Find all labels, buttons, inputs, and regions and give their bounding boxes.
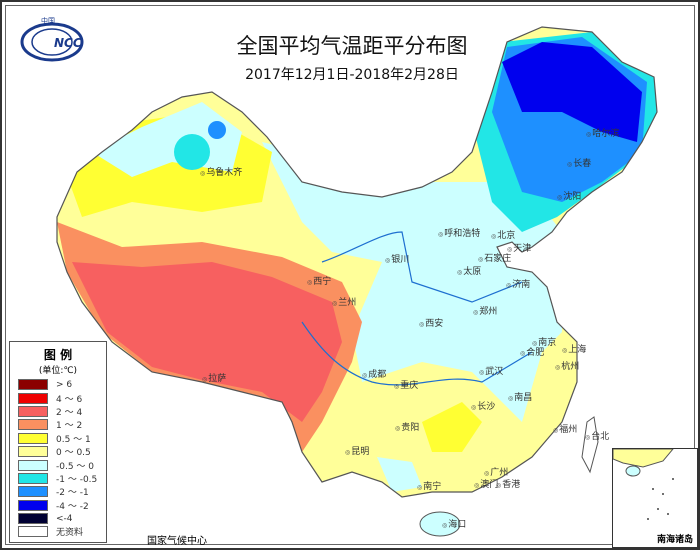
city-label: 香港 [496,477,520,490]
ncc-logo: NCC 中国 [20,16,84,62]
legend-item: > 6 [10,378,106,391]
legend-label: 0.5 ～ 1 [56,434,91,445]
city-label: 武汉 [479,364,503,377]
city-label: 南宁 [417,479,441,492]
legend-item: -4 ～ -2 [10,499,106,512]
source-label: 国家气候中心 [147,536,207,547]
svg-text:中国: 中国 [41,16,55,25]
inset-label: 南海诸岛 [656,535,693,545]
legend-unit: (单位:℃) [38,366,78,376]
legend-item: <-4 [10,512,106,525]
map-subtitle: 2017年12月1日-2018年2月28日 [245,67,459,83]
taiwan-island [581,416,599,474]
legend-swatch [18,486,48,498]
legend-label: -0.5 ～ 0 [56,461,95,472]
city-label: 福州 [553,422,577,435]
city-label: 呼和浩特 [438,226,480,239]
inner-border [5,5,695,545]
city-label: 郑州 [473,304,497,317]
city-label: 西宁 [307,274,331,287]
city-label: 太原 [457,264,481,277]
legend-item: 2 ～ 4 [10,405,106,418]
city-label: 贵阳 [395,420,419,433]
legend-item: 4 ～ 6 [10,391,106,405]
city-label: 北京 [491,228,515,241]
south-china-sea-inset: 南海诸岛 [612,448,698,548]
svg-text:NCC: NCC [54,36,82,50]
city-label: 广州 [484,465,508,478]
legend-label: 0 ～ 0.5 [56,448,91,459]
legend-item: 0.5 ～ 1 [10,432,106,445]
city-label: 上海 [562,342,586,355]
region-neg05-0-guangxi [377,457,422,492]
legend-swatch [18,513,48,525]
city-label: 石家庄 [478,251,511,264]
legend-label: -1 ～ -0.5 [56,474,98,485]
legend-item: 无资料 [10,525,106,538]
legend-swatch [18,446,48,458]
city-label: 南昌 [508,390,532,403]
city-label: 南京 [532,335,556,348]
legend-label: 2 ～ 4 [56,407,83,418]
legend-swatch [18,432,48,444]
city-label: 西安 [419,316,443,329]
legend: 图 例 (单位:℃) > 6 4 ～ 6 2 ～ 4 1 ～ 2 0.5 ～ 1 0 ～ … [9,341,107,543]
legend-swatch [18,419,48,431]
legend-item: -2 ～ -1 [10,485,106,498]
city-label: 台北 [585,429,609,442]
legend-label: -4 ～ -2 [56,501,89,512]
region-neg1-xinjiang [174,134,210,170]
legend-item: -0.5 ～ 0 [10,458,106,472]
yangtze-river [301,321,533,386]
city-label: 银川 [385,252,409,265]
legend-item: 0 ～ 0.5 [10,445,106,458]
map-title: 全国平均气温距平分布图 [236,34,468,58]
city-label: 杭州 [555,359,579,372]
legend-title: 图 例 [43,348,73,362]
city-label: 成都 [362,367,386,380]
city-label: 济南 [506,277,530,290]
region-neg2-xinjiang [208,121,226,139]
legend-label: -2 ～ -1 [56,488,89,499]
city-label: 海口 [442,517,466,530]
city-label: 昆明 [345,444,369,457]
legend-label: <-4 [56,513,73,524]
city-label: 澳门 [474,477,498,490]
legend-swatch [18,472,48,484]
legend-item: -1 ～ -0.5 [10,472,106,485]
city-label: 长春 [567,156,591,169]
region-2-4-tibet [72,262,342,422]
region-neg4-ne [502,42,642,142]
legend-swatch [18,459,48,471]
city-label: 哈尔滨 [586,126,619,139]
city-label: 拉萨 [202,371,226,384]
legend-label: 4 ～ 6 [56,394,83,405]
legend-swatch [18,499,48,511]
legend-swatch [18,405,48,417]
city-label: 兰州 [332,295,356,308]
city-label: 重庆 [394,378,418,391]
city-label: 沈阳 [557,189,581,202]
city-label: 长沙 [471,399,495,412]
legend-swatch [18,392,48,404]
legend-label: 1 ～ 2 [56,421,83,432]
inset-map [612,448,675,520]
legend-swatch [18,379,48,391]
city-label: 合肥 [520,345,544,358]
legend-label: > 6 [56,379,73,390]
legend-item: 1 ～ 2 [10,418,106,431]
region-05-1-south [422,402,482,452]
city-label: 天津 [507,241,531,254]
city-label: 乌鲁木齐 [200,165,242,178]
legend-label: 无资料 [56,528,84,539]
legend-swatch [18,526,48,538]
